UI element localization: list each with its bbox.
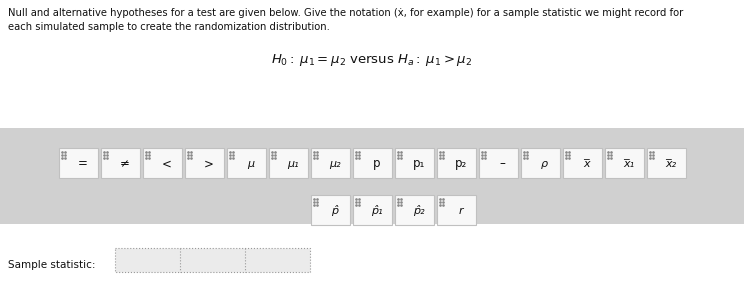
Text: <: < xyxy=(161,157,172,170)
Bar xyxy=(478,148,518,178)
Bar xyxy=(226,148,266,178)
Bar xyxy=(100,148,140,178)
Bar xyxy=(185,148,223,178)
Bar xyxy=(115,248,310,272)
Bar xyxy=(562,148,601,178)
Text: p₁: p₁ xyxy=(412,157,425,170)
Bar xyxy=(310,148,350,178)
Text: x̅₁: x̅₁ xyxy=(623,158,634,169)
Text: Null and alternative hypotheses for a test are given below. Give the notation (ẋ: Null and alternative hypotheses for a te… xyxy=(8,8,683,18)
Text: μ₂: μ₂ xyxy=(329,158,341,169)
Bar xyxy=(394,195,434,225)
Bar xyxy=(647,148,685,178)
Text: p̂₂: p̂₂ xyxy=(413,205,425,216)
Bar xyxy=(605,148,644,178)
Text: ≠: ≠ xyxy=(120,157,129,170)
Text: p̂₁: p̂₁ xyxy=(371,205,382,216)
Bar xyxy=(269,148,307,178)
Text: ρ: ρ xyxy=(541,158,548,169)
Text: p: p xyxy=(373,157,380,170)
Bar xyxy=(0,128,744,224)
Bar xyxy=(394,148,434,178)
Bar xyxy=(353,148,391,178)
Text: Sample statistic:: Sample statistic: xyxy=(8,260,95,270)
Text: r: r xyxy=(458,206,463,216)
Bar xyxy=(310,195,350,225)
Bar xyxy=(437,148,475,178)
Text: each simulated sample to create the randomization distribution.: each simulated sample to create the rand… xyxy=(8,22,330,32)
Bar xyxy=(437,195,475,225)
Text: p₂: p₂ xyxy=(455,157,466,170)
Text: $H_0:\: \mu_1 = \mu_2$ versus $H_a:\: \mu_1 > \mu_2$: $H_0:\: \mu_1 = \mu_2$ versus $H_a:\: \m… xyxy=(272,52,472,68)
Text: –: – xyxy=(500,157,506,170)
Text: >: > xyxy=(204,157,214,170)
Text: x̅₂: x̅₂ xyxy=(665,158,676,169)
Text: μ: μ xyxy=(247,158,254,169)
Text: x̅: x̅ xyxy=(583,158,590,169)
Bar xyxy=(521,148,559,178)
Bar xyxy=(143,148,182,178)
Bar xyxy=(353,195,391,225)
Text: μ₁: μ₁ xyxy=(287,158,298,169)
Text: =: = xyxy=(77,157,88,170)
Text: p̂: p̂ xyxy=(331,205,339,216)
Bar xyxy=(59,148,97,178)
